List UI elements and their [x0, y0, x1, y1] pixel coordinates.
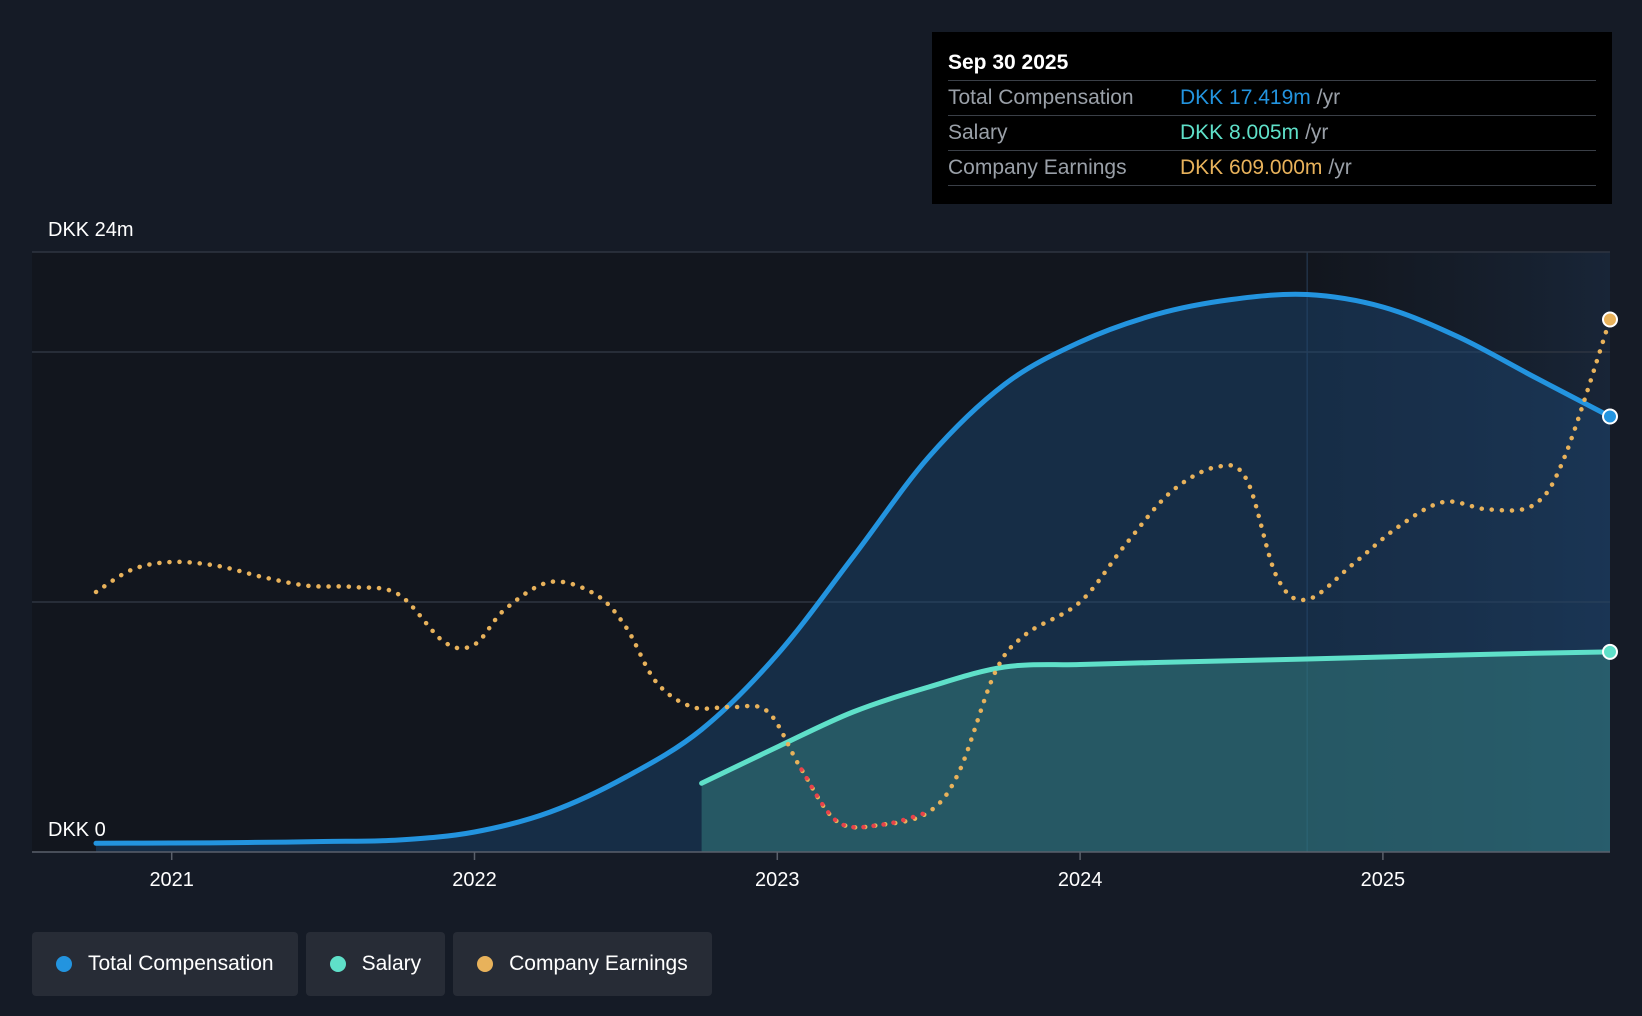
tooltip-value: DKK 17.419m: [1180, 86, 1311, 109]
y-axis-bottom-label: DKK 0: [48, 819, 106, 841]
tooltip-value: DKK 609.000m: [1180, 156, 1323, 179]
tooltip-label: Total Compensation: [948, 86, 1134, 109]
legend-label: Total Compensation: [88, 952, 274, 975]
salary-line: [699, 649, 1613, 786]
total-compensation-end-dot: [1602, 408, 1618, 425]
company-earnings-end-dot: [1602, 311, 1618, 328]
total-compensation-area: [96, 294, 1610, 853]
legend-item-salary[interactable]: Salary: [305, 932, 446, 996]
x-tick-label: 2024: [1058, 869, 1103, 891]
legend-item-total-compensation[interactable]: Total Compensation: [32, 932, 298, 996]
tooltip-row-company-earnings: Company Earnings DKK 609.000m /yr: [948, 151, 1596, 186]
total-compensation-line: [93, 291, 1613, 846]
tooltip-row-total-compensation: Total Compensation DKK 17.419m /yr: [948, 81, 1596, 116]
tooltip-label: Company Earnings: [948, 156, 1127, 179]
tooltip-unit: /yr: [1328, 156, 1352, 179]
tooltip-panel: Sep 30 2025 Total Compensation DKK 17.41…: [932, 32, 1612, 204]
salary-end-dot: [1602, 643, 1618, 660]
x-tick-label: 2022: [452, 869, 497, 891]
legend-item-company-earnings[interactable]: Company Earnings: [453, 932, 712, 996]
tooltip-row-salary: Salary DKK 8.005m /yr: [948, 116, 1596, 151]
salary-area: [701, 651, 1610, 852]
legend-dot-icon: [477, 956, 494, 972]
legend-label: Company Earnings: [509, 952, 688, 975]
tooltip-date: Sep 30 2025: [948, 46, 1596, 81]
company-earnings-line: [93, 317, 1613, 830]
legend: Total Compensation Salary Company Earnin…: [32, 932, 712, 996]
x-tick-label: 2025: [1361, 869, 1406, 891]
y-axis-top-label: DKK 24m: [48, 219, 134, 241]
legend-dot-icon: [329, 956, 346, 972]
x-tick-label: 2021: [149, 869, 194, 891]
tooltip-value: DKK 8.005m: [1180, 121, 1300, 144]
legend-label: Salary: [361, 952, 422, 975]
tooltip-label: Salary: [948, 121, 1008, 144]
tooltip-unit: /yr: [1305, 121, 1329, 144]
tooltip-unit: /yr: [1316, 86, 1341, 109]
x-tick-label: 2023: [755, 869, 800, 891]
legend-dot-icon: [56, 956, 72, 972]
